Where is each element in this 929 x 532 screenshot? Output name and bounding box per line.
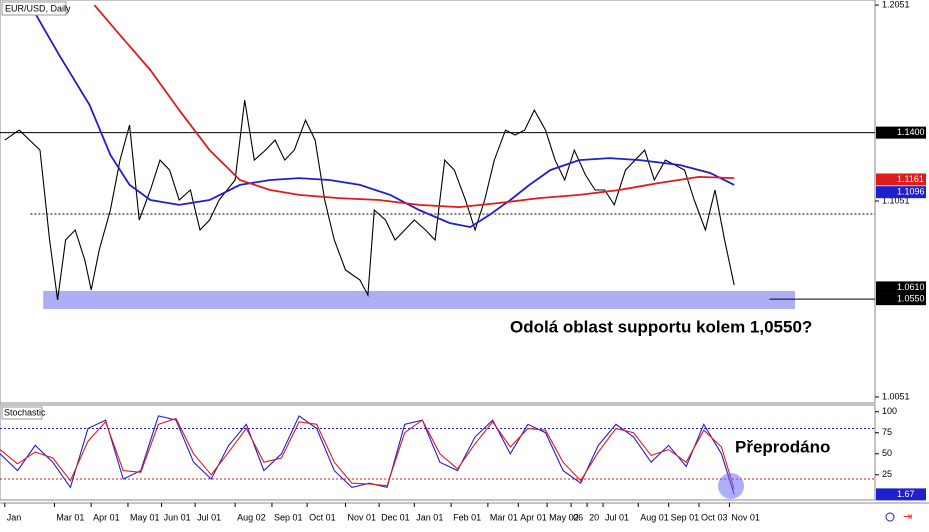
series-line [93,4,735,209]
svg-text:⇥: ⇥ [903,511,912,523]
title-box [1,1,67,16]
x-tick-label: Jan [7,512,22,522]
level-label-box [876,186,926,199]
y-tick-label: 100 [882,406,897,416]
y-tick-label: 1.0051 [882,391,910,401]
level-label: 1.0550 [897,294,925,304]
panel-title: Stochastic [4,407,46,417]
level-label: 1.1400 [897,127,925,137]
x-tick-label: Oct 03 [701,512,728,522]
x-tick-label: Jul 01 [197,512,221,522]
y-tick-label: 25 [882,469,892,479]
level-label-box [876,293,926,306]
title-box [1,406,43,420]
level-label-box [876,126,926,139]
x-tick-label: May 02 [549,512,579,522]
x-tick-label: Mar 01 [490,512,518,522]
x-tick-label: Aug 01 [640,512,669,522]
x-tick-label: Sep 01 [671,512,700,522]
series-line [29,4,735,229]
x-tick-label: 06 [573,512,583,522]
x-tick-label: Sep 01 [274,512,303,522]
value-label: 1.67 [897,489,915,499]
x-tick-label: Jul 01 [605,512,629,522]
toolbar-icons[interactable]: ⇥ [885,511,912,523]
annotation: Přeprodáno [735,437,830,456]
x-tick-label: Jan 01 [416,512,443,522]
x-tick-label: Dec 01 [381,512,410,522]
chart-title: EUR/USD, Daily [5,3,71,13]
x-tick-label: Mar 01 [56,512,84,522]
level-label: 1.1161 [897,174,924,184]
x-tick-label: 20 [589,512,599,522]
y-tick-label: 75 [882,427,892,437]
x-tick-label: Apr 01 [93,512,120,522]
price-panel [0,0,876,404]
x-tick-label: Nov 01 [731,512,760,522]
x-tick-label: Feb 01 [453,512,481,522]
level-label: 1.0610 [897,282,925,292]
level-label-box [876,173,926,186]
annotation: Odolá oblast supportu kolem 1,0550? [510,317,812,336]
x-tick-label: Apr 01 [520,512,547,522]
level-label: 1.1096 [897,187,925,197]
x-tick-label: Nov 01 [348,512,377,522]
x-tick-label: Aug 02 [237,512,266,522]
y-tick-label: 1.2051 [882,0,910,9]
oversold-marker [718,473,744,499]
x-tick-label: May 01 [130,512,160,522]
level-label-box [876,281,926,294]
y-tick-label: 1.1051 [882,195,910,205]
x-tick-label: Jun 01 [164,512,191,522]
series-line [0,417,735,490]
series-line [4,100,735,300]
x-tick-label: Oct 01 [309,512,336,522]
y-tick-label: 50 [882,448,892,458]
value-label-box [876,488,926,501]
series-line [0,415,735,495]
support-zone [43,290,796,309]
